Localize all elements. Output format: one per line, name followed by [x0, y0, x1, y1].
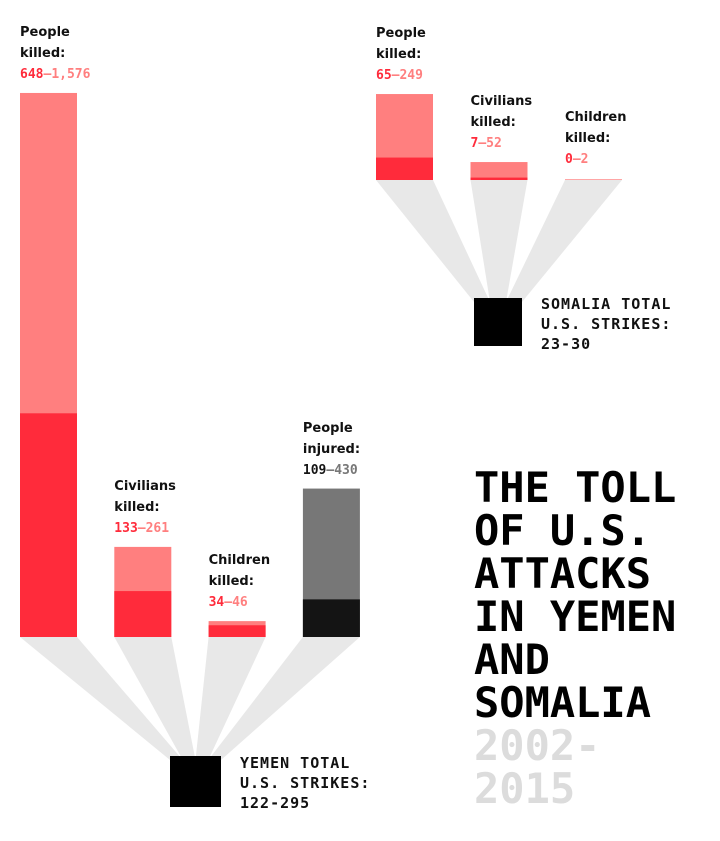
- low-label: 65: [376, 68, 392, 84]
- bar-low: [20, 413, 77, 637]
- total-value: 23-30: [541, 335, 592, 353]
- range-label: 109–430: [303, 460, 365, 481]
- bar-high: [565, 179, 622, 180]
- category-block: People injured: 109–430: [303, 418, 365, 481]
- separator: –: [391, 68, 400, 84]
- category-block: Children killed: 34–46: [209, 550, 271, 613]
- range-label: 648–1,576: [20, 64, 90, 85]
- range-label: 65–249: [376, 65, 438, 86]
- range-label: 7–52: [471, 133, 533, 154]
- category-label: People killed:: [20, 24, 70, 61]
- years: 2002-2015: [474, 721, 601, 813]
- fan: [195, 637, 266, 760]
- category-block: Children killed: 0–2: [565, 107, 627, 170]
- category-label: People injured:: [302, 420, 361, 457]
- total-title: SOMALIA TOTAL U.S. STRIKES:: [541, 295, 672, 333]
- fan: [208, 637, 360, 760]
- fan: [376, 180, 490, 302]
- low-label: 7: [470, 136, 479, 152]
- total-value: 122-295: [240, 794, 311, 812]
- fan: [506, 180, 622, 302]
- bar-low: [376, 157, 433, 180]
- high-label: 249: [399, 68, 423, 84]
- high-label: 46: [232, 595, 248, 611]
- category-label: Civilians killed:: [470, 94, 533, 131]
- separator: –: [224, 595, 233, 611]
- bar-high: [470, 162, 528, 180]
- bar-low: [208, 625, 266, 637]
- category-block: Civilians killed: 7–52: [471, 91, 533, 154]
- range-label: 34–46: [209, 592, 271, 613]
- range-label: 133–261: [114, 518, 176, 539]
- total-title: YEMEN TOTAL U.S. STRIKES:: [240, 754, 371, 792]
- high-label: 261: [145, 520, 170, 536]
- low-label: 133: [114, 520, 138, 536]
- bar-low: [302, 599, 360, 637]
- separator: –: [43, 66, 52, 82]
- fan: [114, 637, 196, 760]
- range-label: 0–2: [565, 149, 627, 170]
- low-label: 34: [208, 595, 225, 611]
- separator: –: [326, 462, 335, 478]
- fan: [20, 637, 183, 760]
- high-label: 1,576: [51, 66, 91, 82]
- total-square: [474, 298, 522, 346]
- high-label: 2: [580, 152, 589, 167]
- category-block: People killed: 65–249: [376, 23, 438, 86]
- total-block: SOMALIA TOTAL U.S. STRIKES: 23-30: [541, 294, 679, 354]
- separator: –: [572, 152, 581, 167]
- separator: –: [137, 520, 146, 536]
- category-label: People killed:: [376, 26, 426, 63]
- separator: –: [478, 136, 487, 152]
- category-label: Children killed:: [208, 553, 271, 590]
- high-label: 52: [486, 136, 502, 152]
- low-label: 648: [20, 66, 44, 82]
- category-block: Civilians killed: 133–261: [114, 476, 176, 539]
- title: THE TOLL OF U.S. ATTACKS IN YEMEN AND SO…: [474, 463, 677, 727]
- low-label: 0: [565, 152, 573, 167]
- bar-low: [114, 591, 172, 637]
- high-label: 430: [334, 462, 358, 478]
- total-block: YEMEN TOTAL U.S. STRIKES: 122-295: [240, 753, 378, 813]
- category-label: Civilians killed:: [114, 478, 176, 515]
- fan: [470, 180, 528, 302]
- category-block: People killed: 648–1,576: [20, 22, 90, 85]
- total-square: [170, 756, 221, 807]
- category-label: Children killed:: [565, 110, 627, 146]
- low-label: 109: [302, 462, 327, 478]
- bar-low: [470, 177, 528, 180]
